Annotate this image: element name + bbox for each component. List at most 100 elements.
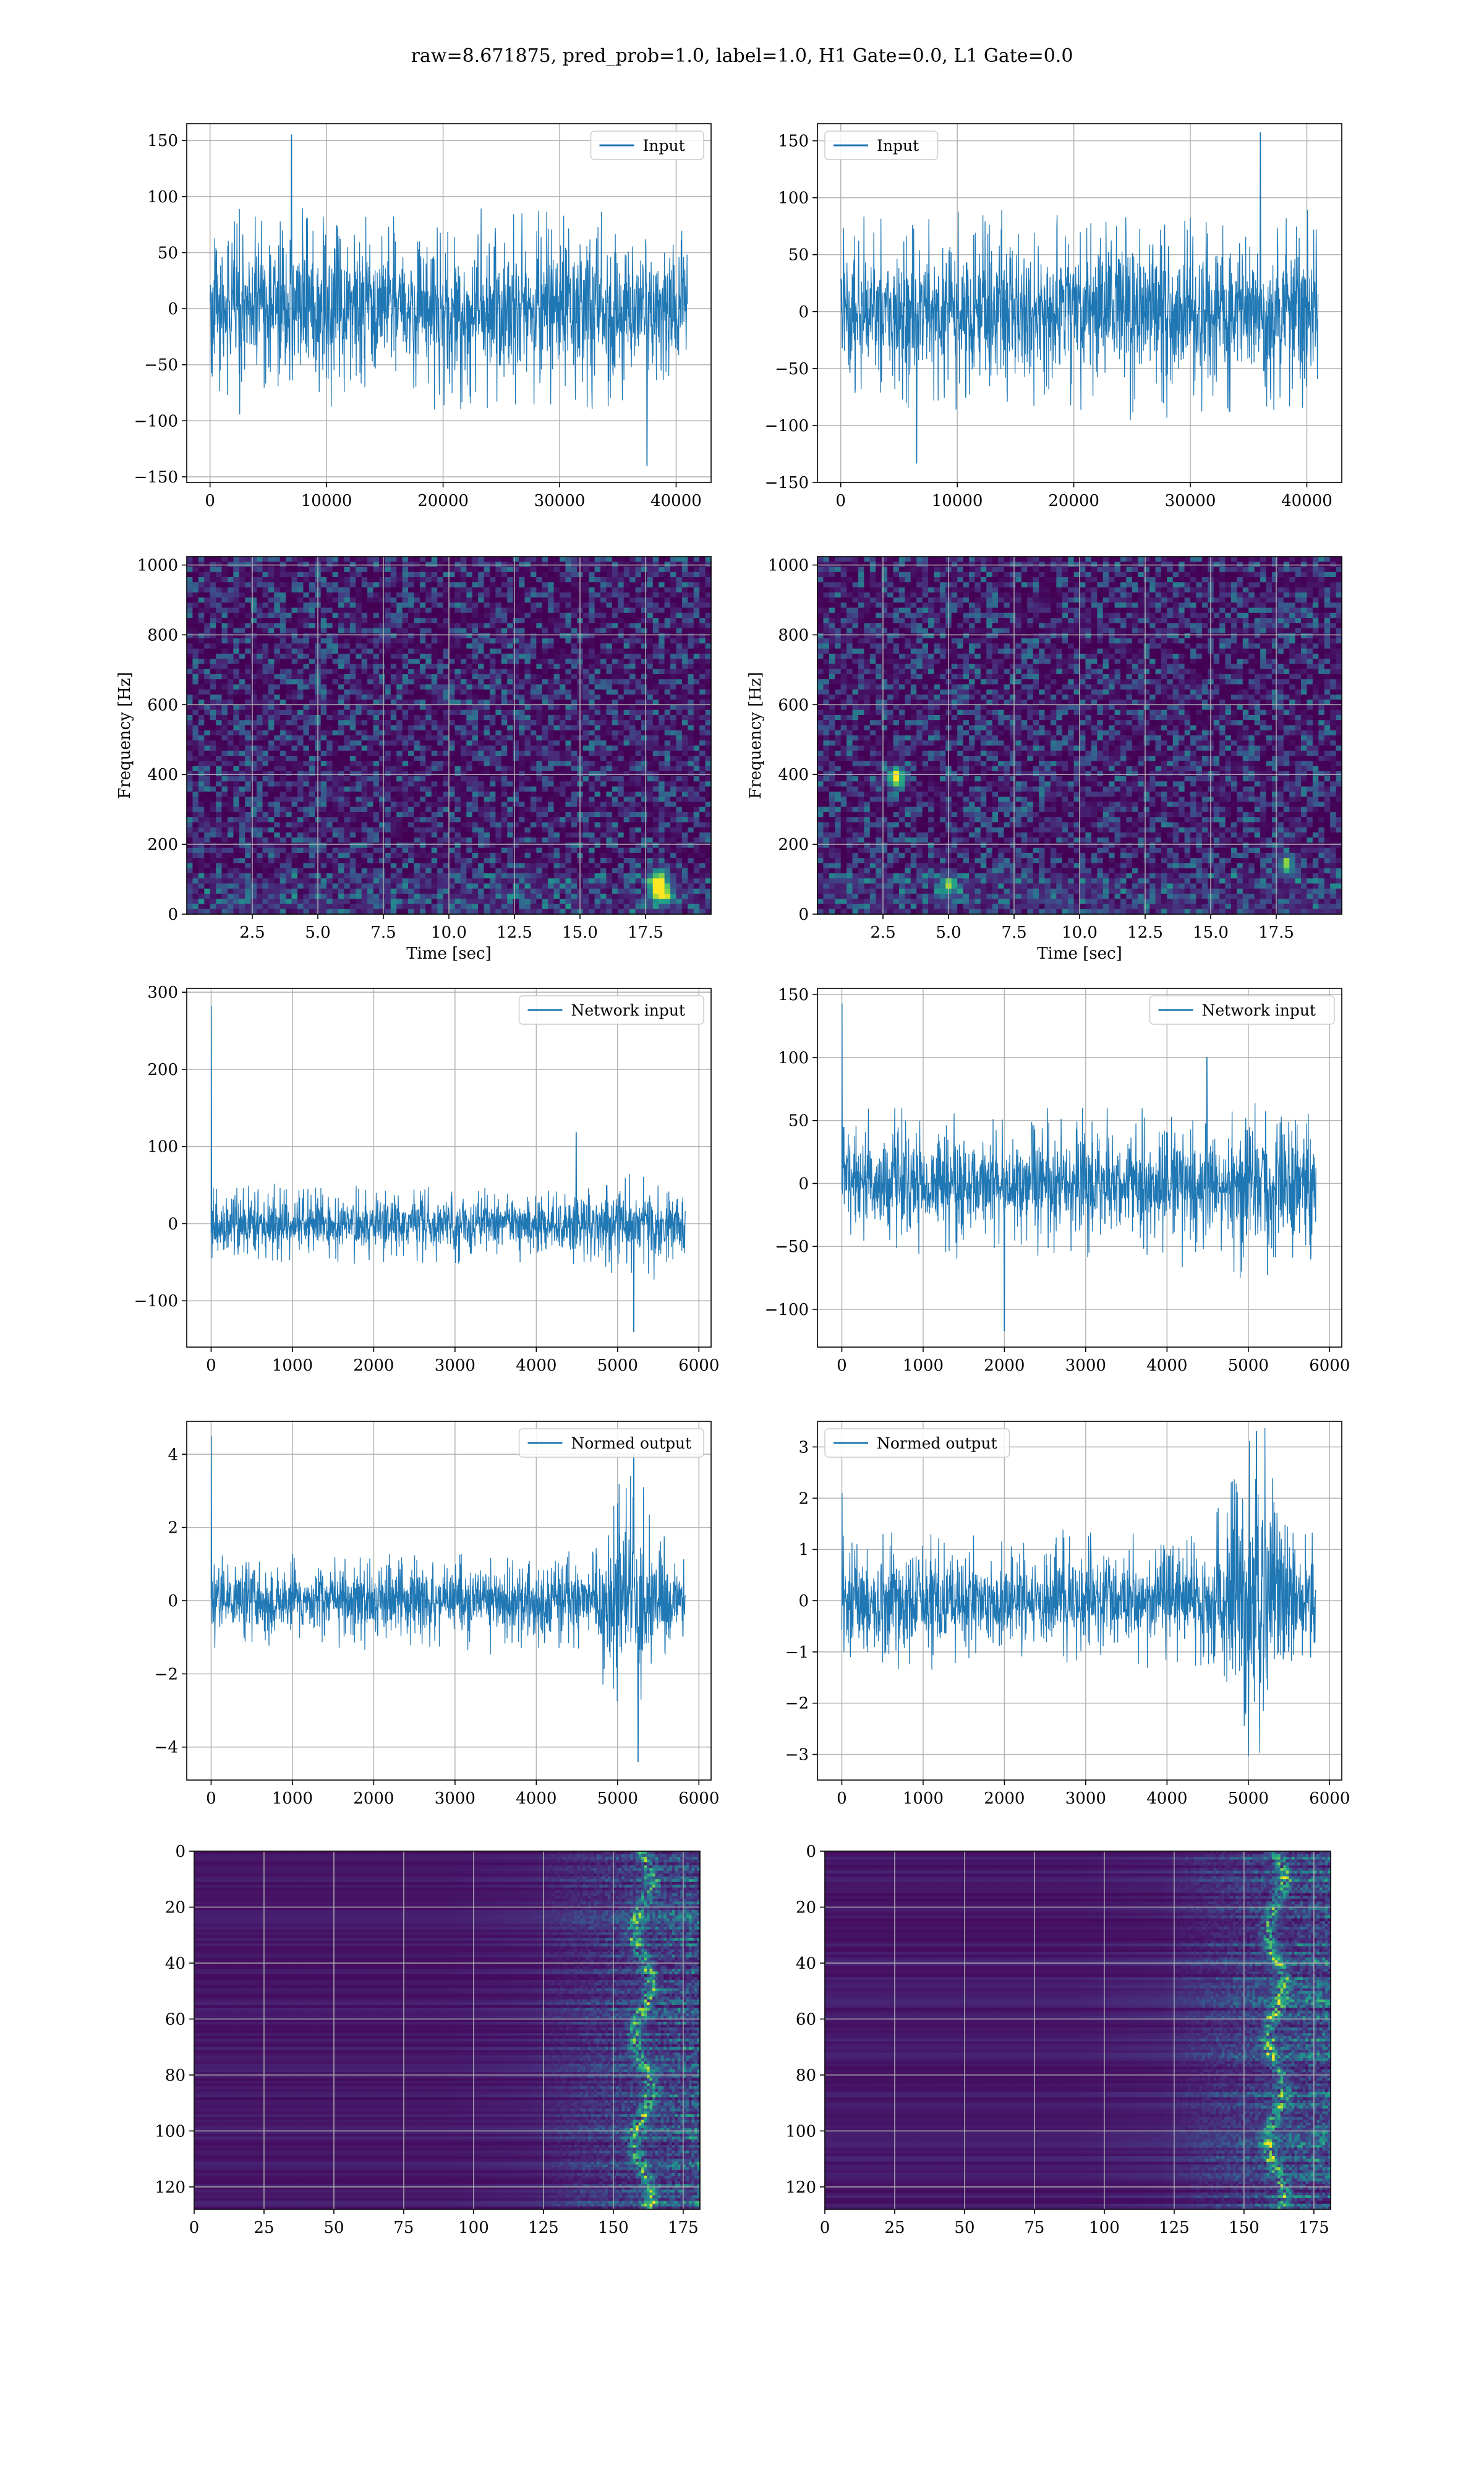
- x-tick-label: 10000: [301, 492, 352, 510]
- y-tick-label: 60: [165, 2010, 186, 2029]
- x-tick-label: 25: [254, 2219, 274, 2237]
- y-tick-label: 1000: [768, 557, 809, 575]
- y-tick-label: 50: [158, 244, 178, 262]
- x-tick-label: 20000: [1048, 492, 1099, 510]
- y-tick-label: 600: [147, 696, 178, 714]
- y-tick-label: 50: [788, 1112, 809, 1131]
- x-tick-label: 7.5: [1001, 923, 1026, 942]
- y-tick-label: 0: [168, 300, 178, 319]
- y-tick-label: 400: [147, 766, 178, 784]
- y-tick-label: −100: [134, 412, 178, 430]
- x-tick-label: 2000: [353, 1789, 394, 1808]
- y-tick-label: −50: [775, 360, 809, 379]
- y-tick-label: 0: [798, 1592, 809, 1611]
- x-tick-label: 4000: [1146, 1789, 1187, 1808]
- y-tick-label: 100: [147, 188, 178, 207]
- x-tick-label: 7.5: [370, 923, 396, 942]
- x-tick-label: 0: [206, 1789, 216, 1808]
- y-tick-label: −1: [785, 1643, 809, 1662]
- x-tick-label: 6000: [1309, 1789, 1350, 1808]
- x-tick-label: 3000: [435, 1789, 475, 1808]
- x-tick-label: 6000: [678, 1356, 719, 1375]
- x-tick-label: 3000: [1065, 1356, 1106, 1375]
- y-axis-label: Frequency [Hz]: [746, 672, 765, 799]
- y-tick-label: 0: [168, 1215, 178, 1233]
- y-tick-label: 20: [796, 1898, 816, 1917]
- x-tick-label: 15.0: [1193, 923, 1229, 942]
- x-tick-label: 30000: [1165, 492, 1216, 510]
- y-tick-label: −4: [155, 1739, 178, 1757]
- y-tick-label: 0: [168, 1592, 178, 1611]
- legend: Network input: [1150, 996, 1335, 1024]
- y-tick-label: 200: [147, 836, 178, 854]
- x-tick-label: 0: [837, 1356, 847, 1375]
- y-tick-label: 800: [147, 626, 178, 644]
- x-tick-label: 75: [1024, 2219, 1044, 2237]
- x-tick-label: 6000: [1309, 1356, 1350, 1375]
- y-tick-label: 100: [155, 2122, 186, 2141]
- x-tick-label: 20000: [417, 492, 469, 510]
- heatmap-cells: [825, 1851, 1331, 2210]
- legend: Input: [591, 131, 704, 160]
- y-tick-label: 100: [785, 2122, 816, 2141]
- y-tick-label: 200: [147, 1061, 178, 1079]
- figure-title: raw=8.671875, pred_prob=1.0, label=1.0, …: [411, 45, 1073, 67]
- chart-input-h1: 0 10000 20000 30000 40000−150−100−5005010015…: [134, 124, 711, 510]
- y-tick-label: 800: [778, 626, 809, 644]
- y-tick-label: 300: [147, 983, 178, 1002]
- y-tick-label: 50: [788, 246, 809, 265]
- y-tick-label: 100: [147, 1138, 178, 1157]
- y-tick-label: 3: [798, 1438, 809, 1457]
- x-tick-label: 150: [1229, 2219, 1260, 2237]
- legend-label: Input: [877, 137, 919, 155]
- y-tick-label: 2: [798, 1489, 809, 1508]
- y-tick-label: 120: [155, 2178, 186, 2197]
- x-tick-label: 5000: [597, 1356, 638, 1375]
- y-tick-label: −150: [765, 474, 809, 492]
- y-axis-label: Frequency [Hz]: [116, 672, 134, 799]
- y-tick-label: −2: [155, 1665, 178, 1684]
- x-axis-label: Time [sec]: [1037, 944, 1122, 963]
- x-tick-label: 175: [1298, 2219, 1329, 2237]
- chart-net-l1: 0 1000 2000 3000 4000 5000 6000−100−5005010015…: [765, 986, 1350, 1375]
- y-tick-label: 1000: [137, 557, 178, 575]
- x-tick-label: 2000: [353, 1356, 394, 1375]
- y-tick-label: −100: [134, 1292, 178, 1311]
- y-tick-label: 120: [785, 2178, 816, 2197]
- x-tick-label: 12.5: [497, 923, 532, 942]
- y-tick-label: 60: [796, 2010, 816, 2029]
- y-tick-label: 2: [168, 1519, 178, 1538]
- y-tick-label: 80: [796, 2066, 816, 2085]
- x-tick-label: 2.5: [239, 923, 265, 942]
- x-tick-label: 125: [528, 2219, 559, 2237]
- chart-input-l1: 0 10000 20000 30000 40000−150−100−5005010015…: [765, 124, 1342, 510]
- y-tick-label: −50: [144, 356, 178, 375]
- x-tick-label: 1000: [272, 1356, 313, 1375]
- x-tick-label: 0: [837, 1789, 847, 1808]
- y-tick-label: 0: [168, 905, 178, 924]
- x-tick-label: 10000: [932, 492, 983, 510]
- legend-label: Input: [643, 137, 685, 155]
- x-tick-label: 17.5: [628, 923, 663, 942]
- legend: Network input: [519, 996, 704, 1024]
- x-axis-label: Time [sec]: [406, 944, 492, 963]
- x-tick-label: 10.0: [1062, 923, 1098, 942]
- x-tick-label: 100: [1089, 2219, 1120, 2237]
- legend-label: Network input: [571, 1001, 685, 1019]
- x-tick-label: 150: [598, 2219, 629, 2237]
- y-tick-label: 20: [165, 1898, 186, 1917]
- x-tick-label: 40000: [1281, 492, 1333, 510]
- x-tick-label: 2000: [984, 1356, 1025, 1375]
- x-tick-label: 2.5: [870, 923, 895, 942]
- chart-spec-h1: 2.5 5.0 7.5 10.0 12.5 15.0 17.5020040060080010…: [116, 557, 712, 963]
- x-tick-label: 5.0: [305, 923, 330, 942]
- y-tick-label: −150: [134, 468, 178, 487]
- x-tick-label: 5000: [597, 1789, 638, 1808]
- y-tick-label: 0: [798, 1175, 809, 1193]
- x-tick-label: 75: [393, 2219, 414, 2237]
- x-tick-label: 12.5: [1127, 923, 1163, 942]
- x-tick-label: 0: [205, 492, 215, 510]
